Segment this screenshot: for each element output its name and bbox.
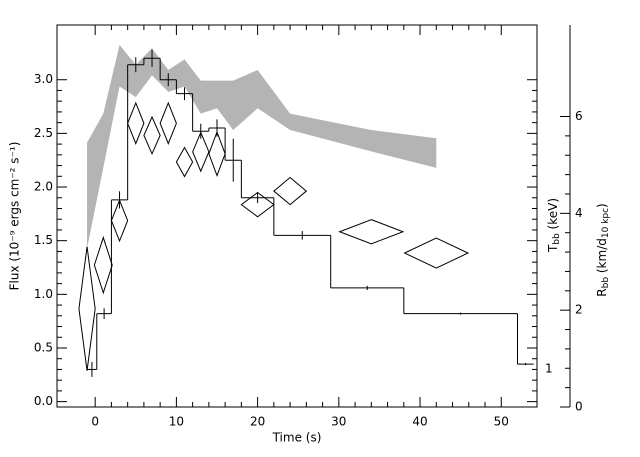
diamond: [175, 146, 194, 178]
diamond: [127, 101, 145, 145]
band: [87, 44, 437, 249]
y-tick-label: 2.5: [34, 126, 53, 140]
diamond: [143, 115, 161, 156]
diamond: [93, 235, 113, 295]
x-tick-label: 20: [250, 415, 265, 429]
diamond: [240, 191, 275, 218]
plot-frame: [56, 24, 538, 408]
annotation: 1: [545, 362, 553, 376]
y2-tick-label: 0: [575, 400, 583, 414]
diamond: [78, 246, 96, 371]
y-tick-label: 1.5: [34, 233, 53, 247]
y2-tick-label: 6: [575, 109, 583, 123]
x-axis-label: Time (s): [272, 431, 322, 445]
y-tick-label: 2.0: [34, 180, 53, 194]
y-tick-label: 0.5: [34, 340, 53, 354]
diamond: [338, 219, 405, 245]
x-tick-label: 0: [91, 415, 99, 429]
y2-tick-label: 4: [575, 206, 583, 220]
y-tick-label: 1.0: [34, 287, 53, 301]
y-tick-label: 0.0: [34, 394, 53, 408]
diamond: [403, 237, 470, 269]
y2-tick-label: 2: [575, 303, 583, 317]
y-axis-label: Flux (10⁻⁹ ergs cm⁻² s⁻¹): [8, 142, 22, 291]
x-tick-label: 30: [331, 415, 346, 429]
diamond: [159, 101, 177, 145]
x-tick-label: 50: [494, 415, 509, 429]
diamond: [273, 176, 308, 206]
x-tick-label: 40: [412, 415, 427, 429]
y-tick-label: 3.0: [34, 72, 53, 86]
x-tick-label: 10: [169, 415, 184, 429]
diamond: [110, 198, 129, 243]
y2-axis-label-t: Tbb (keV): [546, 198, 562, 253]
y2-axis-label-r: Rbb (km/d10 kpc): [595, 203, 611, 296]
diamond: [208, 130, 226, 178]
diamond: [192, 131, 210, 173]
